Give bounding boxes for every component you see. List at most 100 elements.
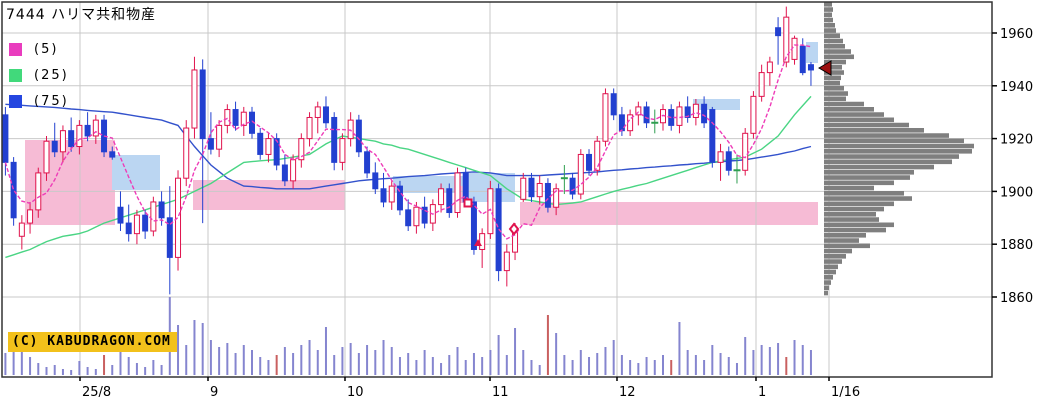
- candle-bearish: [117, 206, 124, 224]
- candle-bullish: [388, 185, 395, 203]
- y-tick-label: 1860: [1000, 291, 1033, 306]
- candle-bearish: [586, 153, 593, 171]
- candle-bearish: [807, 64, 814, 71]
- candle-bearish: [199, 69, 206, 140]
- candle-bullish: [594, 140, 601, 171]
- y-tick-label: 1920: [1000, 133, 1033, 148]
- candle-bullish: [758, 72, 765, 97]
- square-marker: [463, 198, 473, 208]
- diamond-marker: [508, 222, 520, 236]
- candle-bearish: [405, 209, 412, 227]
- current-price-arrow: [818, 60, 832, 76]
- x-tick-label: 25/8: [82, 385, 111, 400]
- candle-bearish: [372, 172, 379, 190]
- profile-row: [824, 290, 828, 296]
- y-tick-label: 1960: [1000, 27, 1033, 42]
- profile-row: [824, 164, 934, 170]
- x-tick-label: 1/16: [831, 385, 860, 400]
- profile-row: [824, 264, 838, 270]
- candle-bearish: [2, 114, 9, 163]
- ma75-color-swatch: [9, 94, 22, 108]
- candle-bullish: [742, 132, 749, 171]
- profile-row: [824, 112, 884, 117]
- profile-row: [824, 212, 876, 217]
- profile-row: [824, 2, 832, 7]
- profile-row: [824, 17, 833, 23]
- profile-row: [824, 170, 914, 175]
- candle-bullish: [602, 93, 609, 142]
- candle-bearish: [421, 206, 428, 224]
- profile-row: [824, 175, 910, 180]
- y-axis-labels: 1960 1940 1920 1900 1880 1860: [992, 27, 1033, 306]
- candle-bullish: [150, 201, 157, 232]
- candle-bearish: [684, 106, 691, 118]
- profile-row: [824, 133, 949, 138]
- x-tick-label: 10: [347, 385, 364, 400]
- profile-row: [824, 138, 964, 144]
- profile-row: [824, 248, 852, 254]
- profile-row: [824, 54, 854, 60]
- candle-bearish: [281, 164, 288, 182]
- profile-row: [824, 117, 894, 123]
- candle-bearish: [322, 106, 329, 124]
- candle-bullish: [240, 111, 247, 126]
- candle-bullish: [347, 119, 354, 140]
- profile-row: [824, 28, 836, 33]
- x-tick-label: 12: [619, 385, 636, 400]
- candle-bullish: [133, 214, 140, 235]
- profile-row: [824, 185, 874, 191]
- candle-bullish: [413, 206, 420, 227]
- y-tick-label: 1940: [1000, 80, 1033, 95]
- candle-bearish: [125, 222, 132, 235]
- candle-bullish: [314, 106, 321, 118]
- candle-bullish: [76, 124, 83, 148]
- candle-bearish: [166, 217, 173, 258]
- y-tick-label: 1880: [1000, 238, 1033, 253]
- volume-profile: [824, 2, 974, 296]
- profile-row: [824, 122, 909, 128]
- candle-bullish: [183, 127, 190, 179]
- candle-bearish: [446, 188, 453, 214]
- candle-bullish: [306, 116, 313, 140]
- profile-row: [824, 206, 884, 212]
- gap-window-blue: [393, 176, 465, 193]
- page-title: 7444 ハリマ共和物産: [6, 7, 157, 23]
- profile-row: [824, 65, 842, 70]
- profile-row: [824, 238, 859, 243]
- candle-bullish: [92, 119, 99, 137]
- candle-bearish: [470, 201, 477, 250]
- profile-row: [824, 196, 912, 201]
- profile-row: [824, 96, 846, 102]
- profile-row: [824, 222, 894, 228]
- gap-window-pink: [520, 202, 818, 225]
- gap-window-blue: [806, 42, 818, 63]
- candle-bearish: [364, 151, 371, 174]
- candle-bearish: [273, 138, 280, 166]
- ma25-legend-label: (25): [34, 67, 69, 83]
- profile-row: [824, 59, 846, 65]
- candle-bullish: [27, 209, 34, 224]
- profile-row: [824, 154, 959, 159]
- x-tick-label: 9: [210, 385, 218, 400]
- candle-bearish: [544, 182, 551, 208]
- volume-bars: [4, 297, 812, 375]
- profile-row: [824, 23, 835, 28]
- profile-row: [824, 159, 952, 165]
- candle-bearish: [142, 214, 149, 232]
- candle-bullish: [298, 138, 305, 161]
- x-tick-label: 1: [758, 385, 766, 400]
- candle-bullish: [577, 153, 584, 195]
- candle-bullish: [18, 222, 25, 237]
- legend-item-ma5: (5): [9, 36, 69, 62]
- candle-bullish: [265, 138, 272, 155]
- profile-row: [824, 38, 843, 44]
- profile-row: [824, 33, 840, 39]
- candle-bearish: [51, 140, 58, 153]
- candle-bullish: [791, 37, 798, 60]
- gap-window-pink: [193, 180, 345, 210]
- signal-markers: [463, 60, 832, 246]
- candle-bearish: [331, 116, 338, 163]
- candle-bearish: [355, 119, 362, 153]
- profile-row: [824, 49, 851, 54]
